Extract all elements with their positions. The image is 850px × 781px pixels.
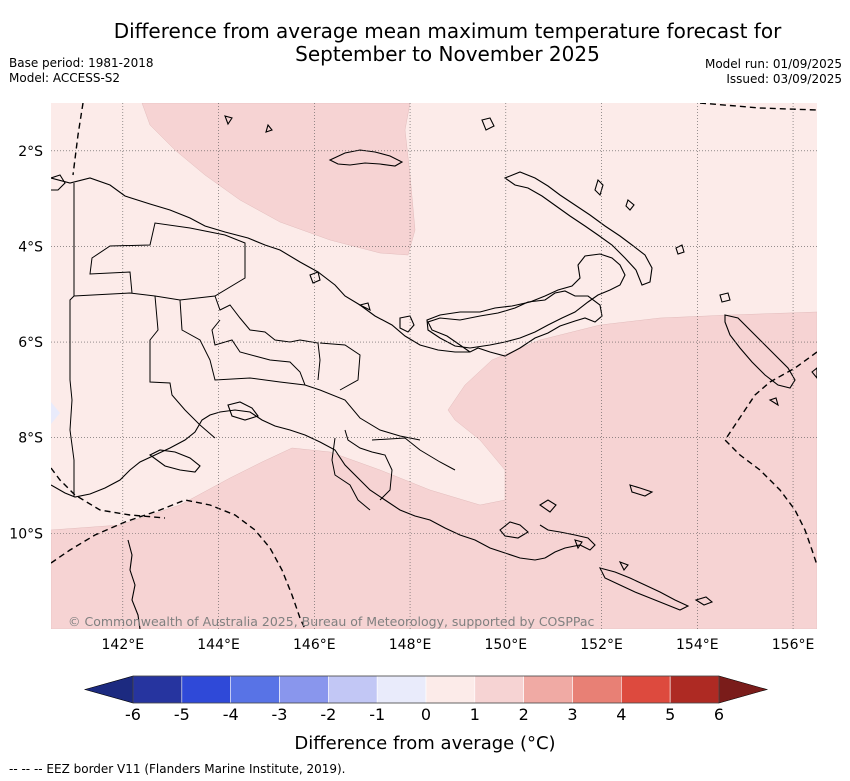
- colorbar-tick-label: -2: [320, 705, 336, 724]
- border-papua-province: [73, 222, 246, 301]
- latitude-tick-label: 2°S: [18, 144, 43, 160]
- graticule: [51, 103, 817, 629]
- base-period-label: Base period: 1981-2018: [9, 56, 154, 70]
- longitude-tick-label: 148°E: [389, 637, 432, 653]
- meta-right: Model run: 01/09/2025 Issued: 03/09/2025: [705, 57, 842, 87]
- colorbar-extend-low: [83, 675, 134, 704]
- title-line-1: Difference from average mean maximum tem…: [113, 19, 782, 43]
- model-label: Model: ACCESS-S2: [9, 71, 121, 85]
- border-madang: [211, 319, 306, 386]
- border-morobe: [319, 342, 361, 391]
- longitude-tick-label: 146°E: [293, 637, 336, 653]
- model-run-label: Model run: 01/09/2025: [704, 57, 842, 71]
- colorbar-segment: [181, 675, 231, 704]
- colorbar-outline: [132, 675, 720, 704]
- fly-delta-coast: [148, 401, 259, 473]
- colorbar-tick-label: 0: [421, 705, 431, 724]
- admiralty-islands-coast: [328, 149, 404, 167]
- border-gulf: [344, 429, 393, 501]
- footer-note: -- -- -- EEZ border V11 (Flanders Marine…: [9, 762, 346, 776]
- border-western-province: [149, 295, 216, 439]
- colorbar-tick-label: 1: [470, 705, 480, 724]
- eez-west: [72, 103, 84, 176]
- eez-borders: [51, 103, 817, 629]
- map-panel: © Commonwealth of Australia 2025, Bureau…: [51, 103, 817, 629]
- colorbar-tick-label: -6: [125, 705, 141, 724]
- border-central: [331, 437, 371, 511]
- eez-torres: [51, 467, 166, 519]
- copyright-text: © Commonwealth of Australia 2025, Bureau…: [68, 614, 594, 629]
- milne-bay-coast: [539, 524, 596, 559]
- colorbar-title: Difference from average (°C): [294, 733, 555, 754]
- colorbar-tick-label: 2: [519, 705, 529, 724]
- internal-borders: [69, 183, 456, 511]
- colorbar-tick-label: 6: [714, 705, 724, 724]
- rossel-island-coast: [694, 596, 714, 606]
- title-line-2: September to November 2025: [295, 42, 600, 66]
- new-guinea-south-coast: [51, 409, 546, 561]
- colorbar-segment: [425, 675, 476, 704]
- cape-york-coast: [127, 539, 141, 629]
- colorbar-tick-label: 3: [567, 705, 577, 724]
- new-britain-coast: [426, 253, 626, 349]
- trobriand-coast: [539, 499, 557, 513]
- louisiade-coast: [598, 567, 690, 611]
- colorbar-tick-label: -3: [272, 705, 288, 724]
- anomaly-field-1-2-south: [51, 311, 817, 629]
- colorbar-tick-labels: -6 -5 -4 -3 -2 -1 0 1 2 3 4 5 6: [125, 705, 724, 724]
- longitude-tick-label: 150°E: [485, 637, 528, 653]
- latitude-tick-label: 4°S: [18, 239, 43, 255]
- papua-coast: [51, 174, 66, 191]
- longitude-tick-label: 144°E: [197, 637, 240, 653]
- meta-left: Base period: 1981-2018 Model: ACCESS-S2: [9, 56, 154, 86]
- issued-label: Issued: 03/09/2025: [726, 72, 842, 86]
- latitude-tick-label: 8°S: [18, 431, 43, 447]
- longitude-tick-label: 142°E: [102, 637, 145, 653]
- border-oro: [371, 437, 456, 471]
- longitude-tick-label: 154°E: [676, 637, 719, 653]
- eez-east: [724, 351, 817, 566]
- dentrecasteaux-coast: [499, 521, 529, 539]
- border-papua-png: [69, 183, 75, 497]
- bougainville-coast: [724, 314, 796, 389]
- colorbar-segment: [669, 675, 720, 704]
- longitude-tick-label: 156°E: [772, 637, 815, 653]
- colorbar-segment: [523, 675, 573, 704]
- border-enga: [214, 295, 321, 381]
- latitude-tick-label: 6°S: [18, 335, 43, 351]
- colorbar-segment: [572, 675, 622, 704]
- colorbar-segment: [279, 675, 329, 704]
- colorbar-segment: [474, 675, 524, 704]
- latitude-labels: 2°S 4°S 6°S 8°S 10°S: [9, 144, 43, 543]
- small-islands: [224, 115, 817, 572]
- colorbar-segment: [132, 675, 183, 704]
- colorbar: [83, 675, 769, 704]
- coastlines: [51, 115, 817, 629]
- colorbar-segment: [621, 675, 671, 704]
- colorbar-segment: [328, 675, 378, 704]
- colorbar-tick-label: 5: [665, 705, 675, 724]
- longitude-labels: 142°E 144°E 146°E 148°E 150°E 152°E 154°E 156°E: [102, 637, 815, 653]
- colorbar-segment: [230, 675, 280, 704]
- border-highlands: [179, 299, 421, 441]
- longitude-tick-label: 152°E: [580, 637, 623, 653]
- colorbar-tick-label: 4: [616, 705, 626, 724]
- new-ireland-coast: [503, 171, 653, 286]
- colorbar-tick-label: -1: [369, 705, 385, 724]
- latitude-tick-label: 10°S: [9, 526, 43, 542]
- colorbar-extend-high: [718, 675, 769, 704]
- eez-north: [699, 103, 817, 111]
- colorbar-tick-label: -4: [223, 705, 239, 724]
- colorbar-segment: [376, 675, 427, 704]
- anomaly-field-minus1-0: [51, 402, 60, 424]
- colorbar-tick-label: -5: [174, 705, 190, 724]
- map-title: Difference from average mean maximum tem…: [80, 20, 815, 66]
